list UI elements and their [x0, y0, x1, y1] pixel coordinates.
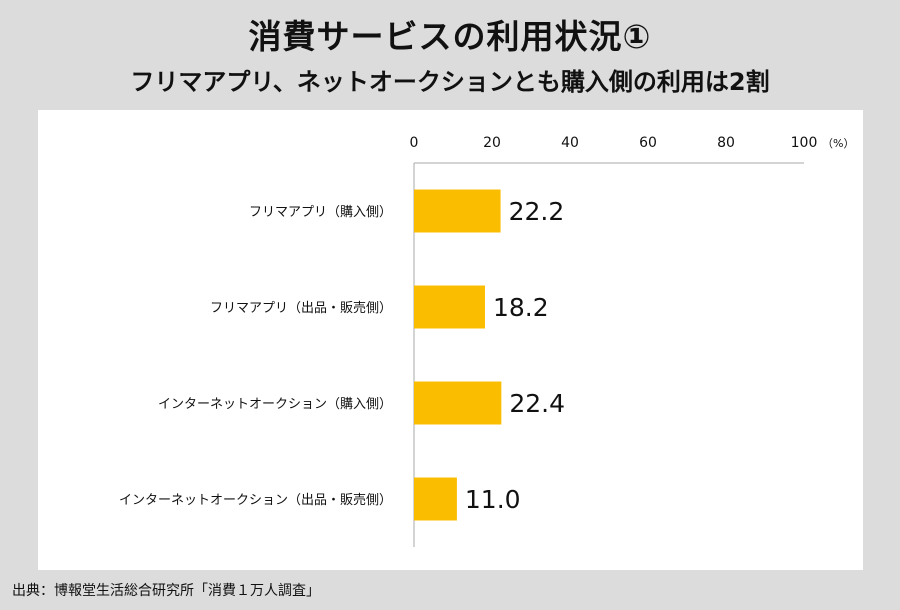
x-axis-unit: （%）: [822, 137, 854, 150]
data-label: 22.2: [509, 197, 565, 226]
category-label: インターネットオークション（出品・販売側）: [119, 492, 392, 508]
x-tick-label: 80: [717, 135, 735, 151]
category-label: フリマアプリ（出品・販売側）: [210, 300, 392, 316]
source-note: 出典：博報堂生活総合研究所「消費１万人調査」: [12, 583, 320, 599]
x-tick-label: 0: [410, 135, 419, 151]
bar: [414, 381, 502, 425]
x-axis-ticks: 0 20 40 60 80 100: [410, 135, 818, 151]
chart-subtitle: フリマアプリ、ネットオークションとも購入側の利用は2割: [130, 68, 770, 96]
bar: [414, 189, 501, 233]
data-label: 11.0: [465, 485, 521, 514]
category-label: インターネットオークション（購入側）: [158, 397, 392, 412]
bars-group: フリマアプリ（購入側） 22.2 フリマアプリ（出品・販売側） 18.2 インターネット…: [119, 189, 565, 521]
chart-panel: 0 20 40 60 80 100 （%） フリマアプリ（購入側） 22.2 フリマアプリ（出…: [38, 110, 863, 570]
x-tick-label: 40: [561, 135, 579, 151]
category-label: フリマアプリ（購入側）: [249, 205, 392, 220]
data-label: 22.4: [509, 389, 565, 418]
chart-title: 消費サービスの利用状況①: [248, 17, 652, 56]
x-tick-label: 100: [791, 135, 818, 151]
bar-chart: 0 20 40 60 80 100 （%） フリマアプリ（購入側） 22.2 フリマアプリ（出…: [119, 135, 854, 547]
bar: [414, 285, 485, 329]
data-label: 18.2: [493, 293, 549, 322]
x-tick-label: 20: [483, 135, 501, 151]
x-tick-label: 60: [639, 135, 657, 151]
bar: [414, 477, 457, 521]
